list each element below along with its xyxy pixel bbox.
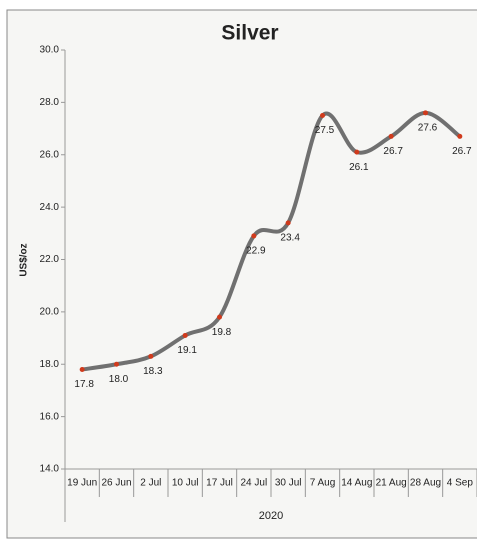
- x-axis-title: 2020: [259, 510, 283, 522]
- point: [148, 353, 154, 359]
- x-tick-label: 26 Jun: [101, 478, 131, 489]
- x-tick-label: 4 Sep: [447, 478, 474, 489]
- x-tick-label: 10 Jul: [172, 478, 199, 489]
- point: [354, 149, 360, 155]
- y-tick-label: 26.0: [40, 149, 60, 160]
- data-label: 26.7: [452, 146, 472, 157]
- point: [388, 133, 394, 139]
- data-label: 18.3: [143, 366, 163, 377]
- y-tick-label: 20.0: [40, 307, 60, 318]
- x-tick-label: 14 Aug: [341, 478, 372, 489]
- y-tick-label: 22.0: [40, 254, 60, 265]
- y-tick-label: 18.0: [40, 359, 60, 370]
- x-tick-label: 2 Jul: [140, 478, 161, 489]
- data-label: 17.8: [74, 379, 94, 390]
- data-label: 22.9: [246, 246, 266, 257]
- y-tick-label: 30.0: [40, 45, 60, 56]
- point: [79, 366, 85, 372]
- point: [251, 233, 257, 239]
- x-tick-label: 19 Jun: [67, 478, 97, 489]
- y-tick-label: 16.0: [40, 411, 60, 422]
- data-label: 26.1: [349, 162, 369, 173]
- data-label: 19.1: [177, 345, 197, 356]
- y-tick-label: 24.0: [40, 202, 60, 213]
- x-tick-label: 24 Jul: [240, 478, 267, 489]
- point: [457, 133, 463, 139]
- point: [217, 314, 222, 320]
- data-label: 27.5: [315, 125, 335, 136]
- point: [114, 361, 119, 367]
- x-tick-label: 7 Aug: [310, 478, 336, 489]
- chart-title: Silver: [221, 22, 278, 45]
- data-label: 23.4: [280, 232, 300, 243]
- point: [285, 220, 291, 226]
- y-tick-label: 14.0: [40, 464, 60, 475]
- y-axis-title: US$/oz: [19, 243, 30, 276]
- x-tick-label: 30 Jul: [275, 478, 302, 489]
- data-label: 26.7: [383, 146, 403, 157]
- point: [423, 110, 428, 116]
- x-tick-label: 28 Aug: [410, 478, 441, 489]
- point: [320, 112, 325, 118]
- data-label: 18.0: [109, 374, 129, 385]
- data-label: 19.8: [212, 327, 232, 338]
- chart-frame: [6, 9, 477, 539]
- point: [182, 332, 188, 338]
- x-tick-label: 21 Aug: [376, 478, 407, 489]
- data-label: 27.6: [418, 122, 438, 133]
- x-tick-label: 17 Jul: [206, 478, 233, 489]
- y-tick-label: 28.0: [40, 97, 60, 108]
